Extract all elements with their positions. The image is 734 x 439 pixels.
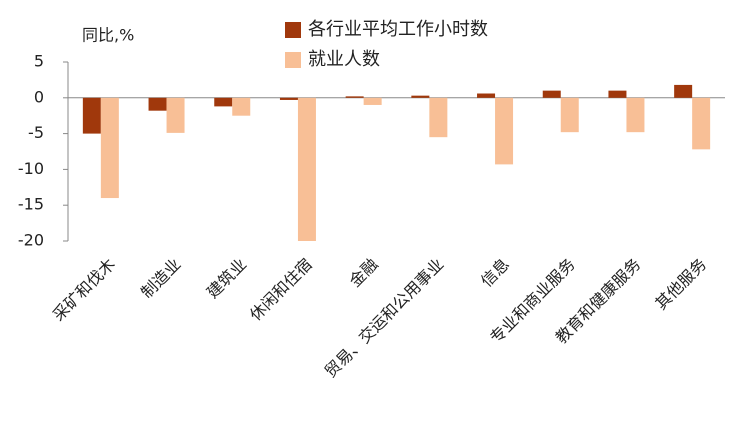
y-tick-label: -5 [28, 123, 44, 142]
bar [232, 97, 251, 116]
legend-swatch [285, 22, 301, 38]
bar [166, 97, 185, 133]
x-tick-label: 建筑业 [203, 255, 250, 302]
bar [214, 97, 233, 107]
y-tick-label: 5 [34, 52, 44, 71]
bar [148, 97, 167, 111]
legend-label: 就业人数 [308, 49, 380, 70]
y-tick-label: 0 [34, 87, 44, 106]
bar [279, 97, 298, 100]
bar [477, 93, 496, 98]
x-tick-label: 休闲和住宿 [246, 255, 316, 325]
bar [82, 97, 101, 134]
y-tick-label: -15 [18, 195, 44, 214]
bar [100, 97, 119, 199]
x-tick-label: 采矿和伐木 [49, 255, 119, 325]
bar [674, 84, 693, 98]
x-tick-label: 贸易、交运和公用事业 [321, 255, 448, 382]
x-tick-label: 其他服务 [651, 255, 710, 314]
bar [542, 90, 561, 98]
x-tick-label: 制造业 [137, 255, 184, 302]
bar [363, 97, 382, 105]
x-tick-label: 金融 [346, 255, 382, 291]
bar [345, 96, 364, 98]
legend-label: 各行业平均工作小时数 [308, 19, 488, 40]
bar [297, 97, 316, 241]
y-tick-label: -20 [18, 231, 44, 250]
x-tick-label: 信息 [477, 255, 513, 291]
y-axis-label: 同比,% [82, 26, 134, 45]
bar [495, 97, 514, 165]
bar [411, 95, 430, 98]
legend-swatch [285, 52, 301, 68]
bar [608, 90, 627, 98]
bar [429, 97, 448, 138]
bar [626, 97, 645, 133]
y-tick-label: -10 [18, 159, 44, 178]
bar [560, 97, 579, 133]
bar [692, 97, 711, 150]
